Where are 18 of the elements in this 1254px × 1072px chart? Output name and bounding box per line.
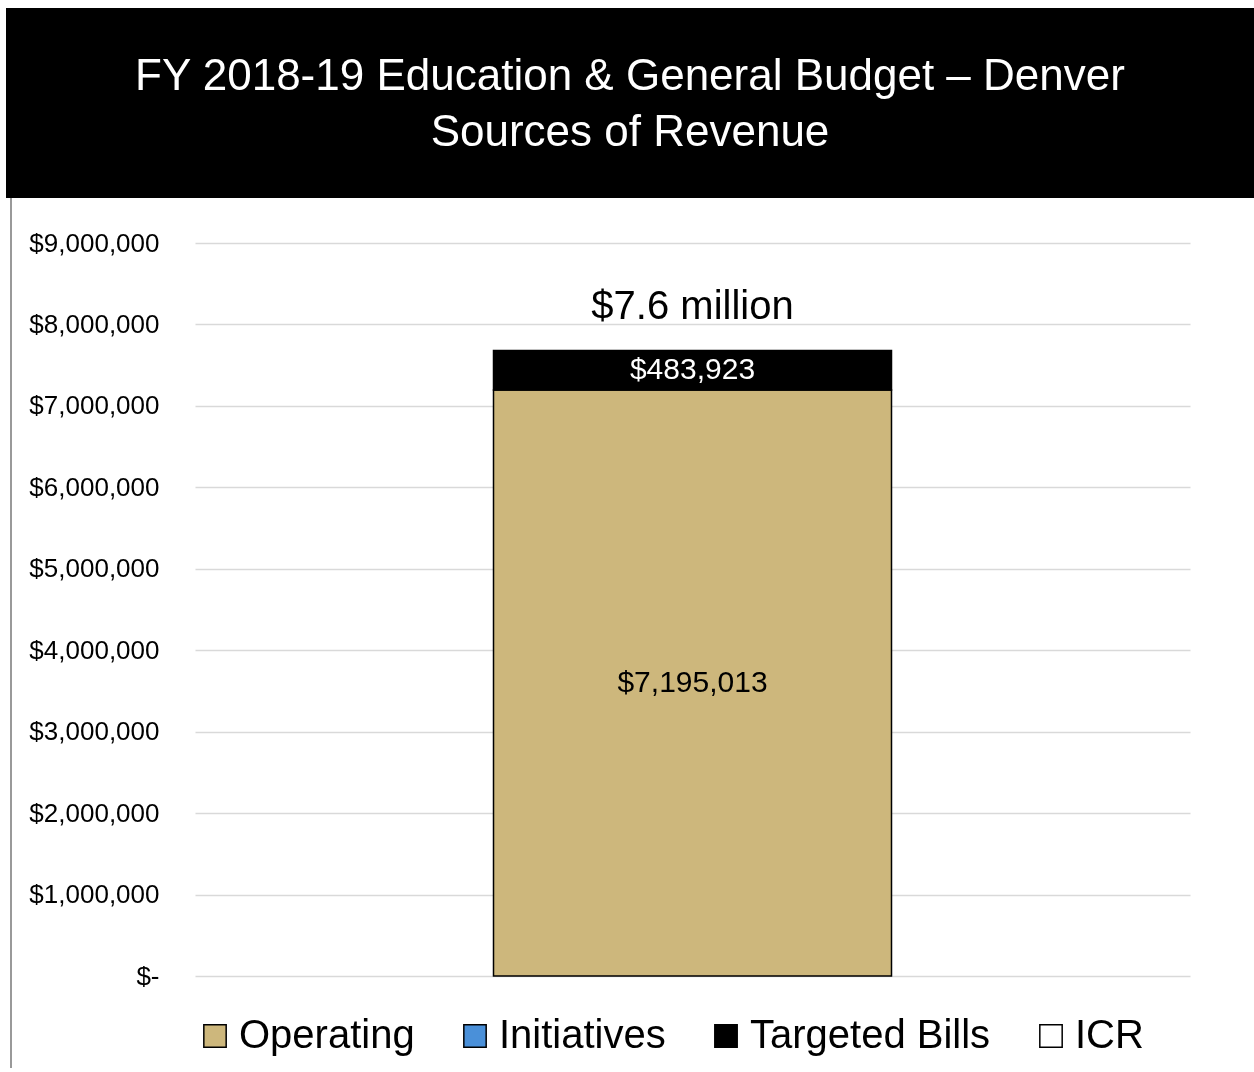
y-tick-label: $7,000,000 <box>29 390 160 421</box>
y-tick-label: $5,000,000 <box>29 553 160 584</box>
y-tick-label: $4,000,000 <box>29 634 160 665</box>
y-tick-label: $9,000,000 <box>29 227 160 258</box>
legend-label: Initiatives <box>499 1012 666 1056</box>
data-label: $7,195,013 <box>617 665 768 698</box>
legend-label: Targeted Bills <box>750 1012 991 1056</box>
y-tick-label: $2,000,000 <box>29 797 160 828</box>
y-tick-label: $1,000,000 <box>29 879 160 910</box>
y-tick-label: $- <box>136 960 160 991</box>
total-label: $7.6 million <box>591 282 794 327</box>
data-label: $483,923 <box>629 352 756 386</box>
chart-title: FY 2018-19 Education & General Budget – Denver Sources of Revenue <box>6 8 1254 198</box>
y-tick-label: $6,000,000 <box>29 471 160 502</box>
legend-label: ICR <box>1075 1012 1144 1056</box>
y-tick-label: $8,000,000 <box>29 308 160 339</box>
y-tick-label: $3,000,000 <box>29 716 160 747</box>
legend-label: Operating <box>239 1012 415 1056</box>
